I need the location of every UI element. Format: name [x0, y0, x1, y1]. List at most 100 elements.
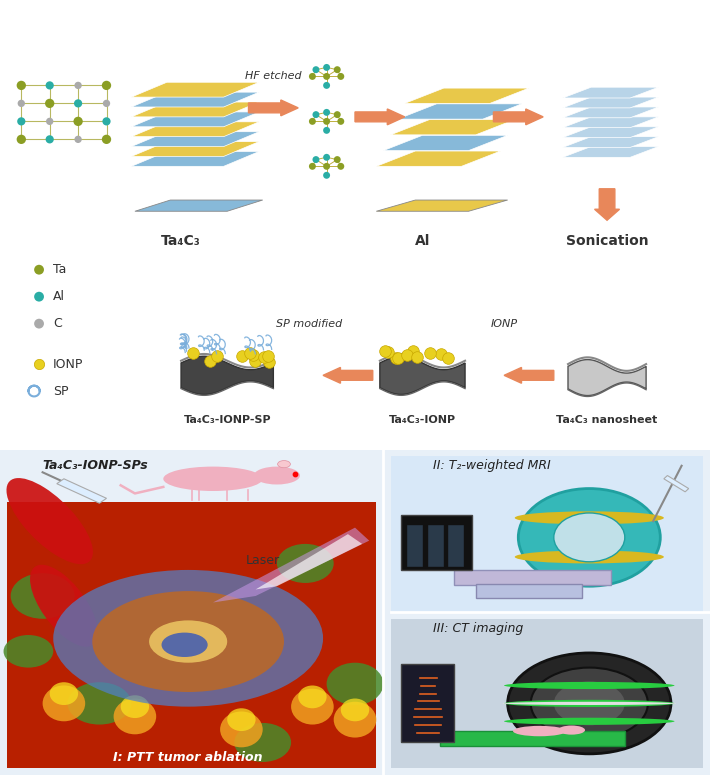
Point: [321, 106, 332, 119]
Point: [72, 97, 84, 109]
Ellipse shape: [114, 698, 156, 735]
FancyArrow shape: [493, 109, 543, 125]
Ellipse shape: [43, 685, 85, 722]
Ellipse shape: [513, 726, 567, 736]
Text: SP: SP: [53, 384, 69, 398]
Ellipse shape: [163, 467, 263, 491]
Polygon shape: [376, 200, 508, 212]
Point: [321, 79, 332, 91]
Text: II: T₂-weighted MRI: II: T₂-weighted MRI: [433, 460, 551, 472]
Ellipse shape: [334, 702, 376, 738]
Polygon shape: [376, 151, 501, 167]
Point: [248, 350, 259, 362]
FancyBboxPatch shape: [440, 731, 625, 746]
Ellipse shape: [30, 565, 98, 646]
Point: [16, 97, 27, 109]
Point: [44, 115, 55, 128]
Ellipse shape: [327, 663, 383, 705]
FancyBboxPatch shape: [476, 584, 582, 598]
Point: [249, 355, 261, 367]
Ellipse shape: [67, 682, 131, 725]
Ellipse shape: [518, 488, 660, 586]
Point: [392, 352, 403, 364]
Point: [412, 351, 423, 363]
Polygon shape: [664, 476, 689, 492]
Ellipse shape: [341, 698, 369, 722]
Ellipse shape: [121, 695, 149, 718]
Ellipse shape: [504, 718, 674, 725]
Text: Ta₄C₃-IONP-SPs: Ta₄C₃-IONP-SPs: [43, 460, 148, 472]
Point: [44, 133, 55, 146]
Point: [335, 71, 346, 83]
FancyArrow shape: [594, 189, 620, 220]
Polygon shape: [131, 92, 259, 107]
Point: [236, 350, 248, 363]
Ellipse shape: [515, 550, 664, 563]
Point: [44, 79, 55, 91]
Point: [425, 347, 436, 360]
Point: [321, 71, 332, 83]
FancyBboxPatch shape: [0, 449, 710, 775]
Point: [16, 133, 27, 146]
Point: [211, 350, 222, 363]
Point: [332, 64, 343, 76]
Text: Ta₄C₃-IONP: Ta₄C₃-IONP: [389, 415, 456, 425]
Polygon shape: [181, 356, 273, 394]
Polygon shape: [562, 127, 659, 137]
Ellipse shape: [53, 570, 323, 707]
Ellipse shape: [220, 711, 263, 747]
Point: [101, 79, 112, 91]
Point: [101, 97, 112, 109]
Polygon shape: [562, 136, 659, 147]
Ellipse shape: [6, 478, 93, 564]
Polygon shape: [213, 528, 369, 602]
Ellipse shape: [254, 467, 300, 484]
Ellipse shape: [50, 682, 78, 705]
FancyArrow shape: [355, 109, 405, 125]
Polygon shape: [131, 151, 259, 167]
Polygon shape: [562, 117, 659, 128]
Text: Ta₄C₃: Ta₄C₃: [161, 234, 201, 248]
Polygon shape: [562, 146, 659, 157]
Point: [435, 348, 447, 360]
Polygon shape: [562, 97, 659, 108]
Text: IONP: IONP: [53, 357, 84, 370]
Point: [244, 347, 256, 360]
Point: [310, 64, 322, 76]
Point: [443, 352, 454, 364]
Point: [310, 109, 322, 121]
Point: [321, 169, 332, 181]
Text: Al: Al: [53, 290, 65, 303]
Ellipse shape: [92, 591, 284, 692]
Polygon shape: [398, 104, 522, 119]
FancyBboxPatch shape: [391, 456, 703, 612]
Ellipse shape: [502, 702, 676, 705]
Polygon shape: [57, 479, 106, 503]
FancyBboxPatch shape: [7, 501, 376, 769]
FancyArrow shape: [323, 367, 373, 384]
Polygon shape: [131, 112, 259, 127]
Point: [16, 115, 27, 128]
Ellipse shape: [161, 632, 207, 657]
Point: [307, 115, 318, 128]
FancyArrow shape: [504, 367, 554, 384]
Polygon shape: [131, 82, 259, 97]
FancyBboxPatch shape: [0, 0, 710, 449]
Point: [44, 97, 55, 109]
Point: [263, 356, 275, 368]
FancyBboxPatch shape: [391, 618, 703, 769]
Ellipse shape: [530, 667, 648, 739]
Point: [307, 71, 318, 83]
Polygon shape: [131, 142, 259, 157]
Point: [289, 467, 300, 480]
Ellipse shape: [554, 681, 625, 725]
Text: Ta: Ta: [53, 264, 67, 276]
Point: [101, 115, 112, 128]
Point: [321, 124, 332, 136]
Ellipse shape: [554, 513, 625, 562]
Polygon shape: [391, 119, 515, 135]
Polygon shape: [383, 136, 508, 150]
Ellipse shape: [149, 620, 227, 663]
Text: C: C: [53, 317, 62, 330]
Point: [33, 264, 45, 276]
